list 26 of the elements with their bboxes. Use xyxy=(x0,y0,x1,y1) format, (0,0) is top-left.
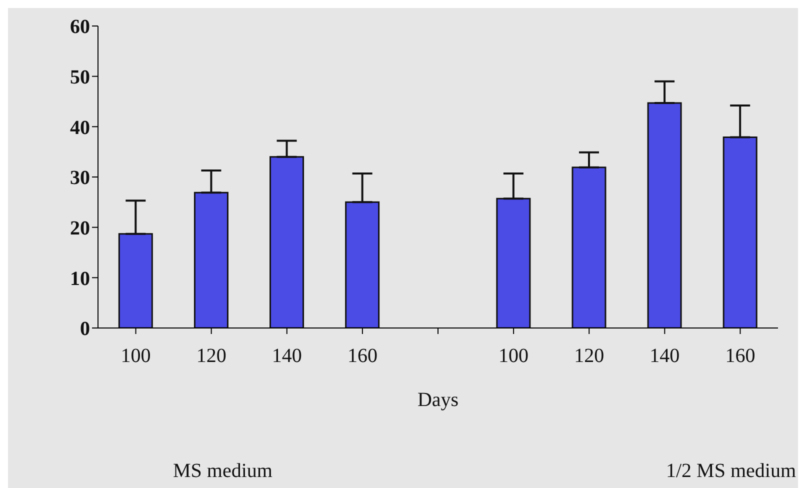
x-tick-label: 140 xyxy=(272,345,302,368)
bar xyxy=(118,233,153,328)
y-tick-label: 60 xyxy=(70,16,90,38)
x-tick-label: 100 xyxy=(498,345,529,368)
bar xyxy=(647,102,682,328)
y-tick-label: 50 xyxy=(70,66,90,88)
bar xyxy=(572,166,606,328)
x-tick-label: 100 xyxy=(120,345,151,368)
y-tick-label: 0 xyxy=(80,318,90,340)
x-tick-label: 160 xyxy=(347,345,378,368)
bar xyxy=(496,198,531,328)
x-axis-title: Days xyxy=(417,389,459,411)
bar xyxy=(194,192,228,328)
text: MS medium xyxy=(173,460,272,483)
bar xyxy=(270,156,304,328)
x-tick-label: 120 xyxy=(574,345,604,368)
x-tick-label: 140 xyxy=(650,345,680,368)
y-tick-label: 30 xyxy=(70,167,90,190)
y-tick-label: 10 xyxy=(70,268,90,290)
bar xyxy=(722,136,758,328)
bar xyxy=(345,201,380,328)
y-tick-label: 20 xyxy=(70,217,90,240)
text: 1/2 MS medium xyxy=(666,460,796,483)
x-tick-label: 120 xyxy=(196,345,226,368)
y-tick-label: 40 xyxy=(70,116,90,139)
x-tick-label: 160 xyxy=(725,345,756,368)
